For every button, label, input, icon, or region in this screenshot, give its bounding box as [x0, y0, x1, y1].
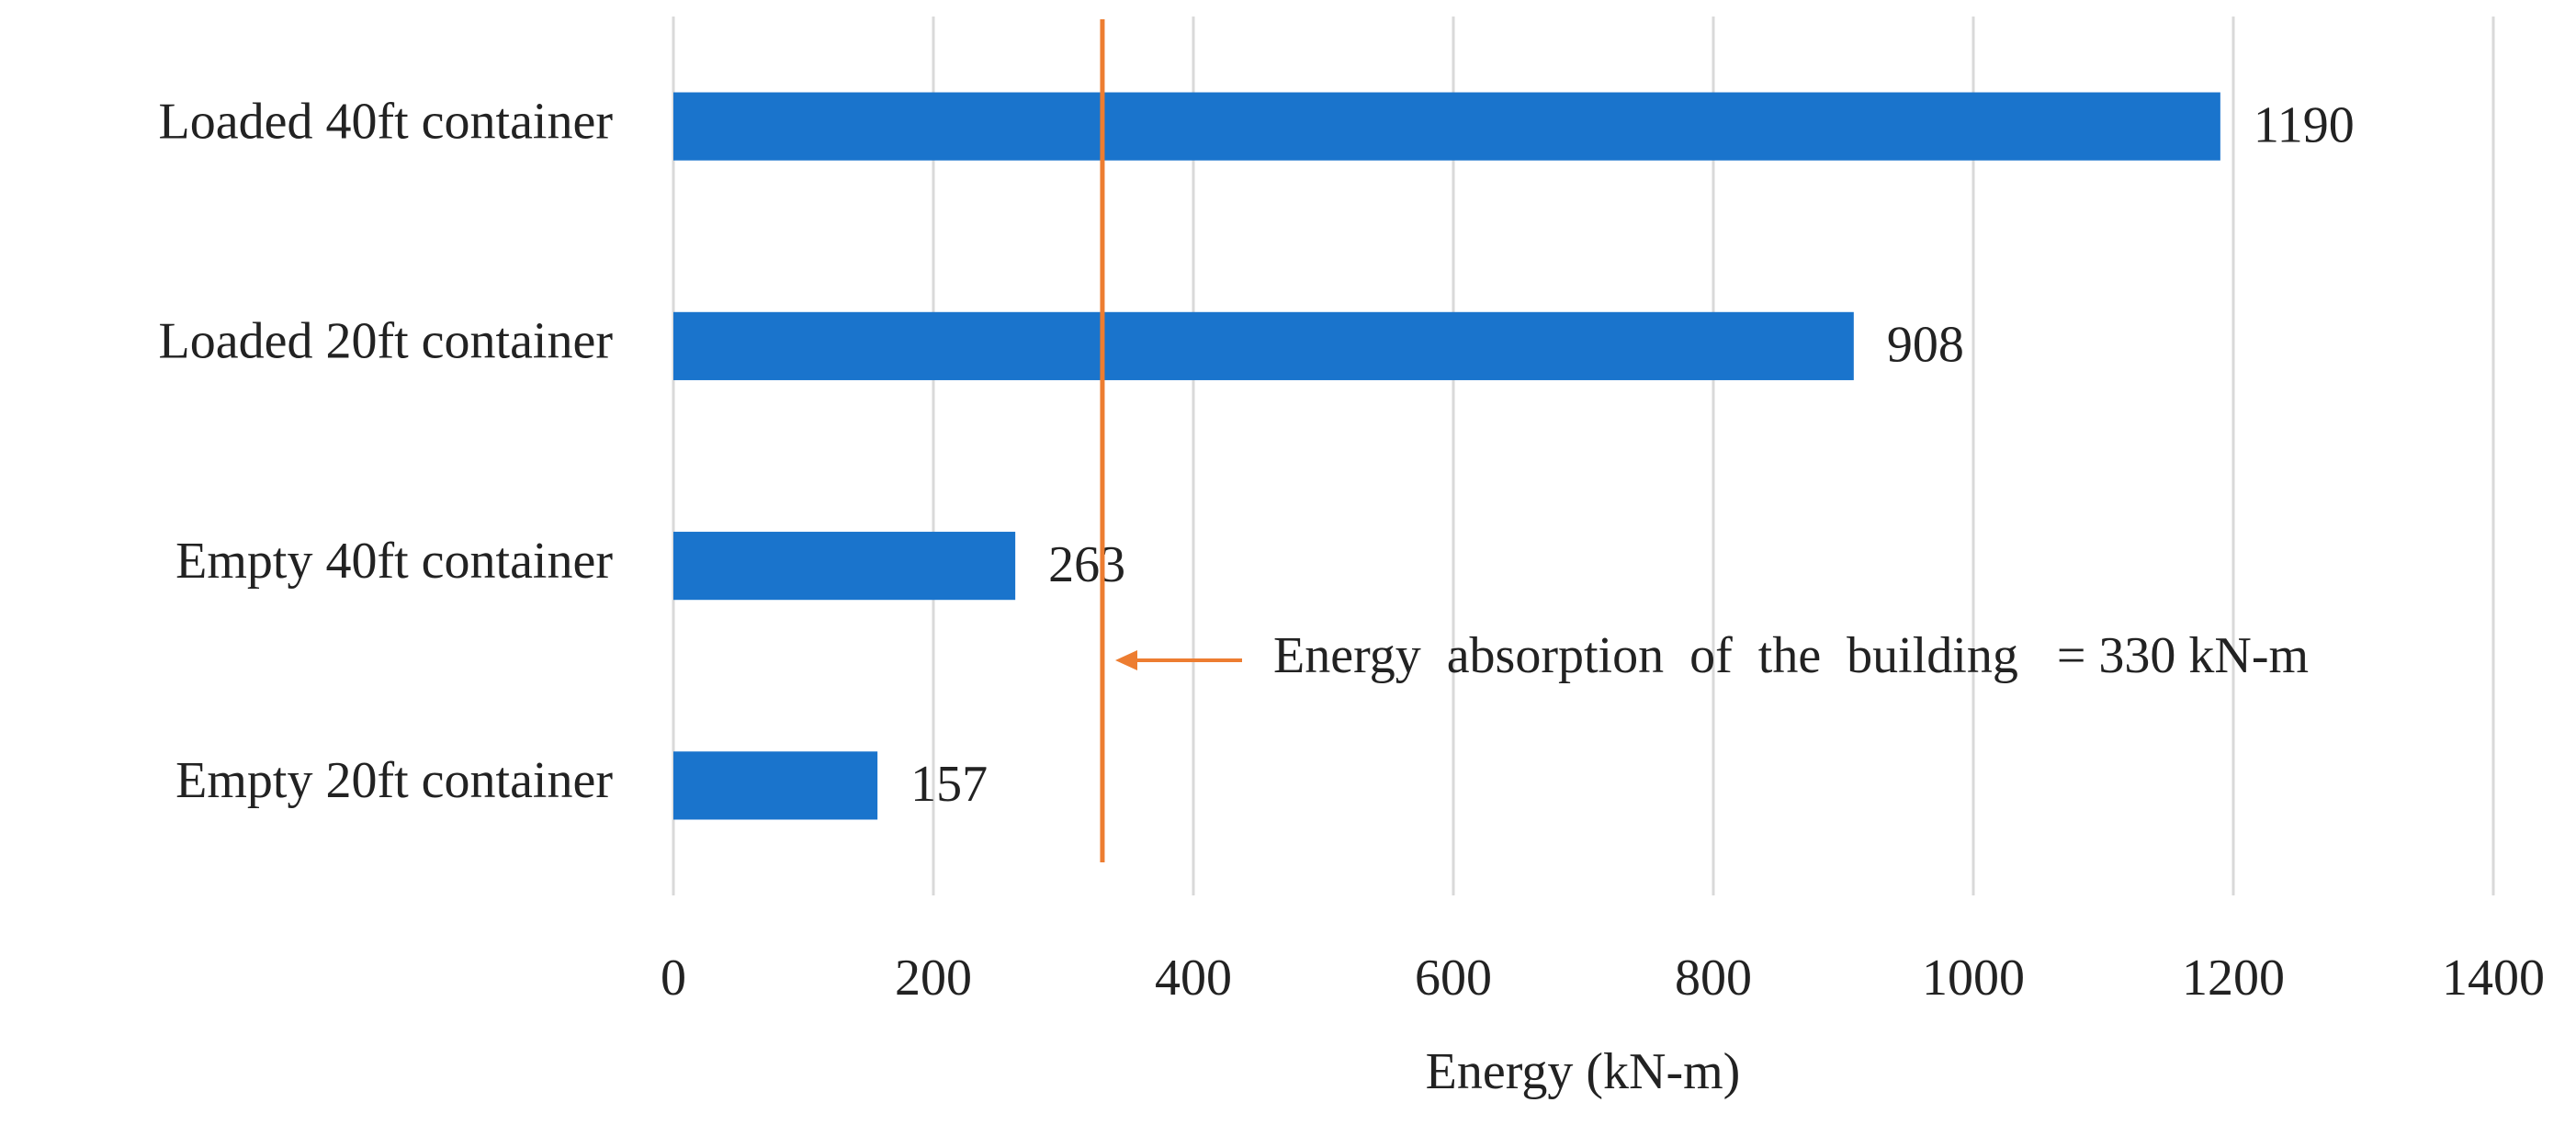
y-tick-label: Loaded 40ft container	[159, 93, 614, 150]
x-tick-label: 1200	[2182, 950, 2285, 1007]
bar	[673, 311, 1854, 380]
value-label: 1190	[2254, 96, 2355, 153]
x-tick-label: 1000	[1922, 950, 2025, 1007]
bar	[673, 532, 1016, 601]
x-tick-label: 0	[661, 950, 686, 1007]
value-label: 263	[1048, 536, 1125, 593]
y-tick-label: Loaded 20ft container	[159, 313, 614, 370]
annotation-arrowhead	[1115, 650, 1137, 670]
x-tick-label: 200	[895, 950, 972, 1007]
x-tick-label: 600	[1415, 950, 1492, 1007]
y-tick-label: Empty 40ft container	[175, 533, 613, 590]
x-tick-label: 800	[1675, 950, 1752, 1007]
x-axis-title: Energy (kN-m)	[1426, 1043, 1741, 1100]
value-label: 157	[910, 756, 988, 813]
bar	[673, 751, 878, 820]
x-tick-label: 400	[1155, 950, 1232, 1007]
x-tick-label: 1400	[2442, 950, 2545, 1007]
value-label: 908	[1887, 317, 1964, 374]
y-tick-label: Empty 20ft container	[175, 752, 613, 809]
annotation: Energy absorption of the building = 330 …	[1273, 627, 2309, 684]
bar	[673, 92, 2220, 161]
